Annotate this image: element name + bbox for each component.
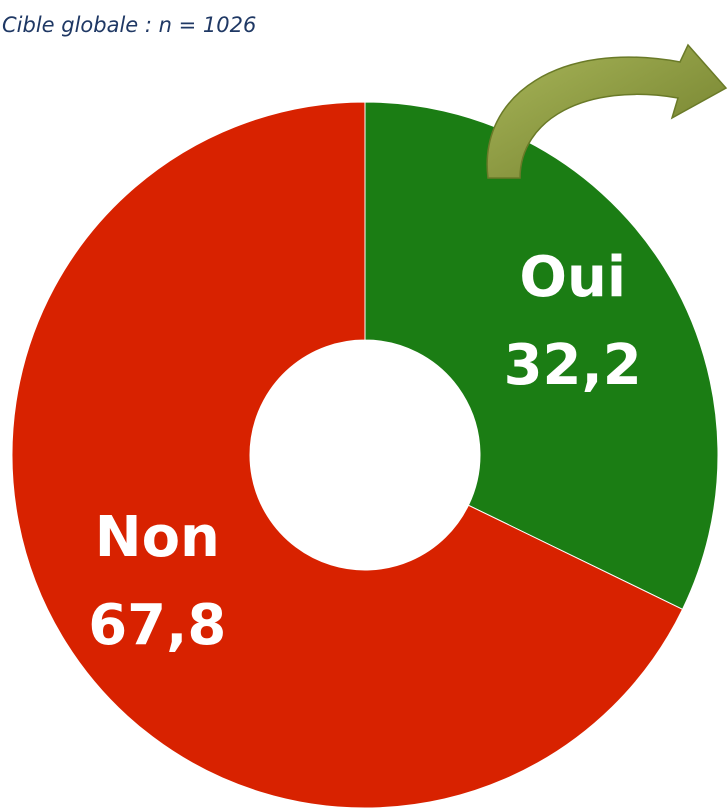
chart-title: Cible globale : n = 1026 [2,13,256,37]
category-label: Oui [519,245,626,310]
value-label: 32,2 [504,333,642,398]
slices [11,101,719,808]
arrow [486,43,728,179]
category-label: Non [95,505,220,570]
slice [364,101,719,610]
value-label: 67,8 [88,593,226,658]
